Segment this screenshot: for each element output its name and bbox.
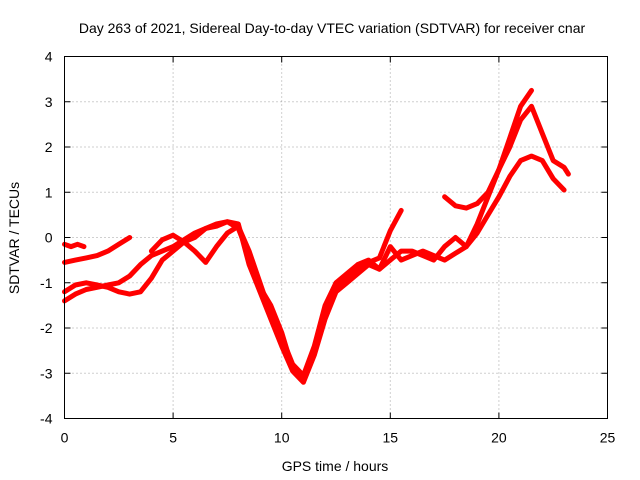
y-tick-label: -4	[40, 411, 53, 427]
series-track-c	[62, 207, 404, 383]
grid-lines	[64, 56, 608, 419]
series-track-d	[62, 87, 534, 385]
series-track-b	[62, 235, 133, 265]
y-tick-label: 0	[45, 230, 53, 246]
chart-title: Day 263 of 2021, Sidereal Day-to-day VTE…	[79, 20, 586, 36]
axis-ticks: 0 5 10 15 20 25 -4 -3 -2 -1 0 1 2 3 4	[40, 49, 615, 446]
x-axis-label: GPS time / hours	[282, 458, 389, 474]
series-track-e	[148, 153, 567, 378]
x-tick-label: 25	[600, 430, 616, 446]
y-tick-label: 4	[45, 49, 53, 65]
data-traces	[62, 87, 571, 385]
x-tick-label: 15	[383, 430, 399, 446]
y-tick-label: -3	[40, 365, 53, 381]
x-tick-label: 0	[61, 430, 69, 446]
x-tick-label: 10	[274, 430, 290, 446]
y-tick-label: 2	[45, 139, 53, 155]
y-tick-label: 3	[45, 94, 53, 110]
x-tick-label: 20	[491, 430, 507, 446]
series-track-f	[442, 103, 571, 211]
x-tick-label: 5	[169, 430, 177, 446]
y-axis-label: SDTVAR / TECUs	[6, 182, 22, 294]
series-track-a	[62, 241, 87, 250]
y-tick-label: 1	[45, 184, 53, 200]
y-tick-label: -1	[40, 275, 53, 291]
y-tick-label: -2	[40, 320, 53, 336]
